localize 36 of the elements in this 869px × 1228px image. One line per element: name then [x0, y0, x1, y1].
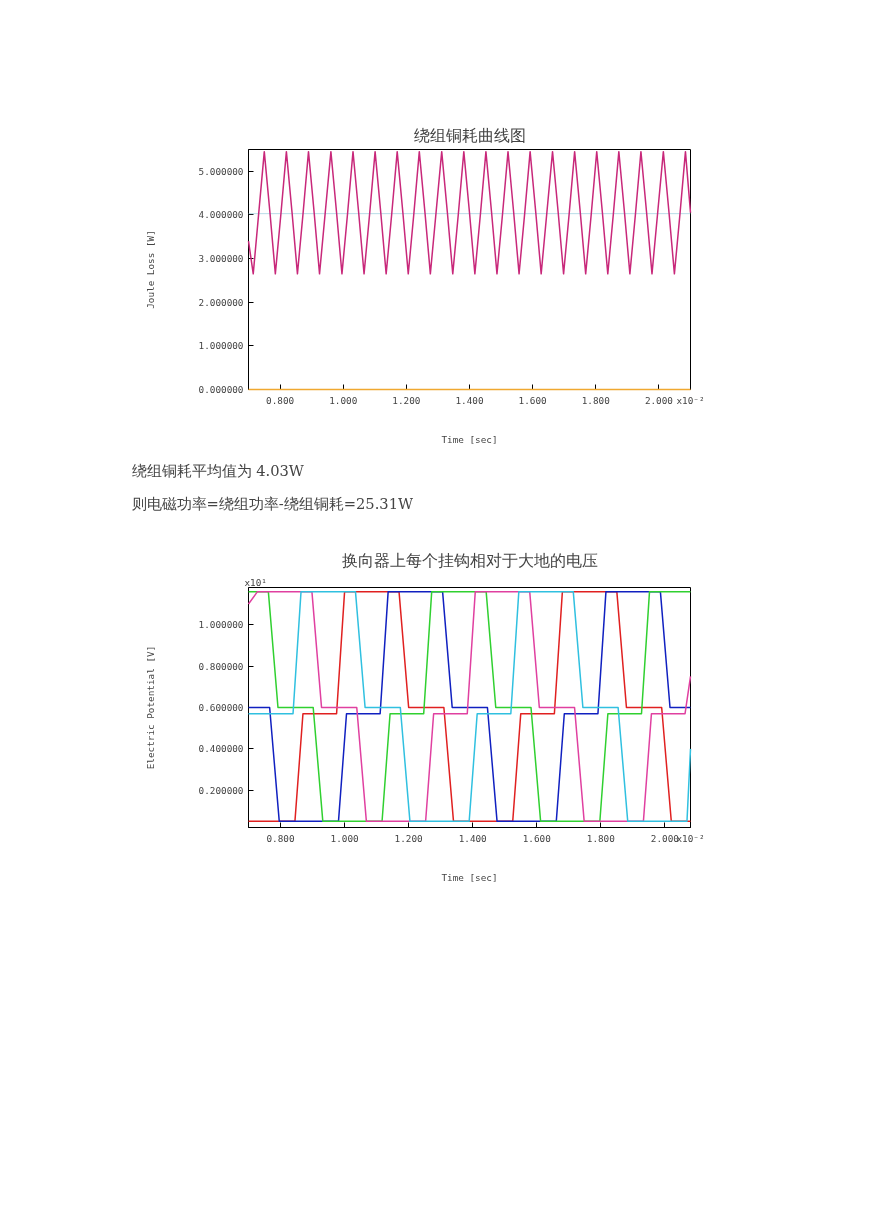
chart-title: 换向器上每个挂钩相对于大地的电压 [341, 550, 598, 570]
y-tick-label: 1.000000 [198, 340, 244, 352]
text: 绕组铜耗平均值为 4.03W [131, 461, 305, 479]
x-tick-label: 1.000 [330, 832, 360, 844]
line-series [247, 150, 692, 275]
x-tick-label: 1.200 [392, 394, 421, 406]
x-axis-title: Time [sec] [441, 433, 498, 445]
x-tick-label: 1.400 [458, 832, 488, 844]
y-tick-label: 0.800000 [198, 660, 244, 672]
x-tick-label: 1.400 [455, 394, 484, 406]
x-tick-label: 0.800 [266, 394, 295, 406]
y-axis-title: Joule Loss [W] [144, 230, 156, 309]
y-tick-label: 1.000000 [198, 619, 244, 631]
chart-title: 绕组铜耗曲线图 [413, 125, 526, 145]
annotation: x10¹ [244, 576, 267, 588]
y-tick-label: 3.000000 [198, 253, 244, 265]
x-tick-label: 1.000 [329, 394, 358, 406]
x-axis-title: Time [sec] [441, 871, 498, 883]
y-tick-label: 0.200000 [198, 784, 244, 796]
x-tick-label: 1.800 [581, 394, 611, 406]
text: x10⁻² [676, 394, 705, 406]
x-tick-label: 1.600 [522, 832, 552, 844]
x-tick-label: 1.800 [586, 832, 616, 844]
x-tick-label: 2.000 [644, 394, 674, 406]
y-axis-title: Electric Potential [V] [144, 645, 156, 770]
x-tick-label: 0.800 [266, 832, 295, 844]
x-tick-label: 1.600 [518, 394, 548, 406]
y-tick-label: 0.400000 [198, 743, 244, 755]
y-tick-label: 2.000000 [198, 296, 244, 308]
y-tick-label: 5.000000 [198, 165, 244, 177]
text: 则电磁功率=绕组功率-绕组铜耗=25.31W [131, 494, 414, 512]
y-tick-label: 0.600000 [198, 702, 244, 713]
x-tick-label: 1.200 [394, 832, 424, 844]
y-tick-label: 4.000000 [198, 209, 244, 221]
y-tick-label: 0.000000 [198, 384, 244, 395]
line-series [247, 590, 692, 823]
